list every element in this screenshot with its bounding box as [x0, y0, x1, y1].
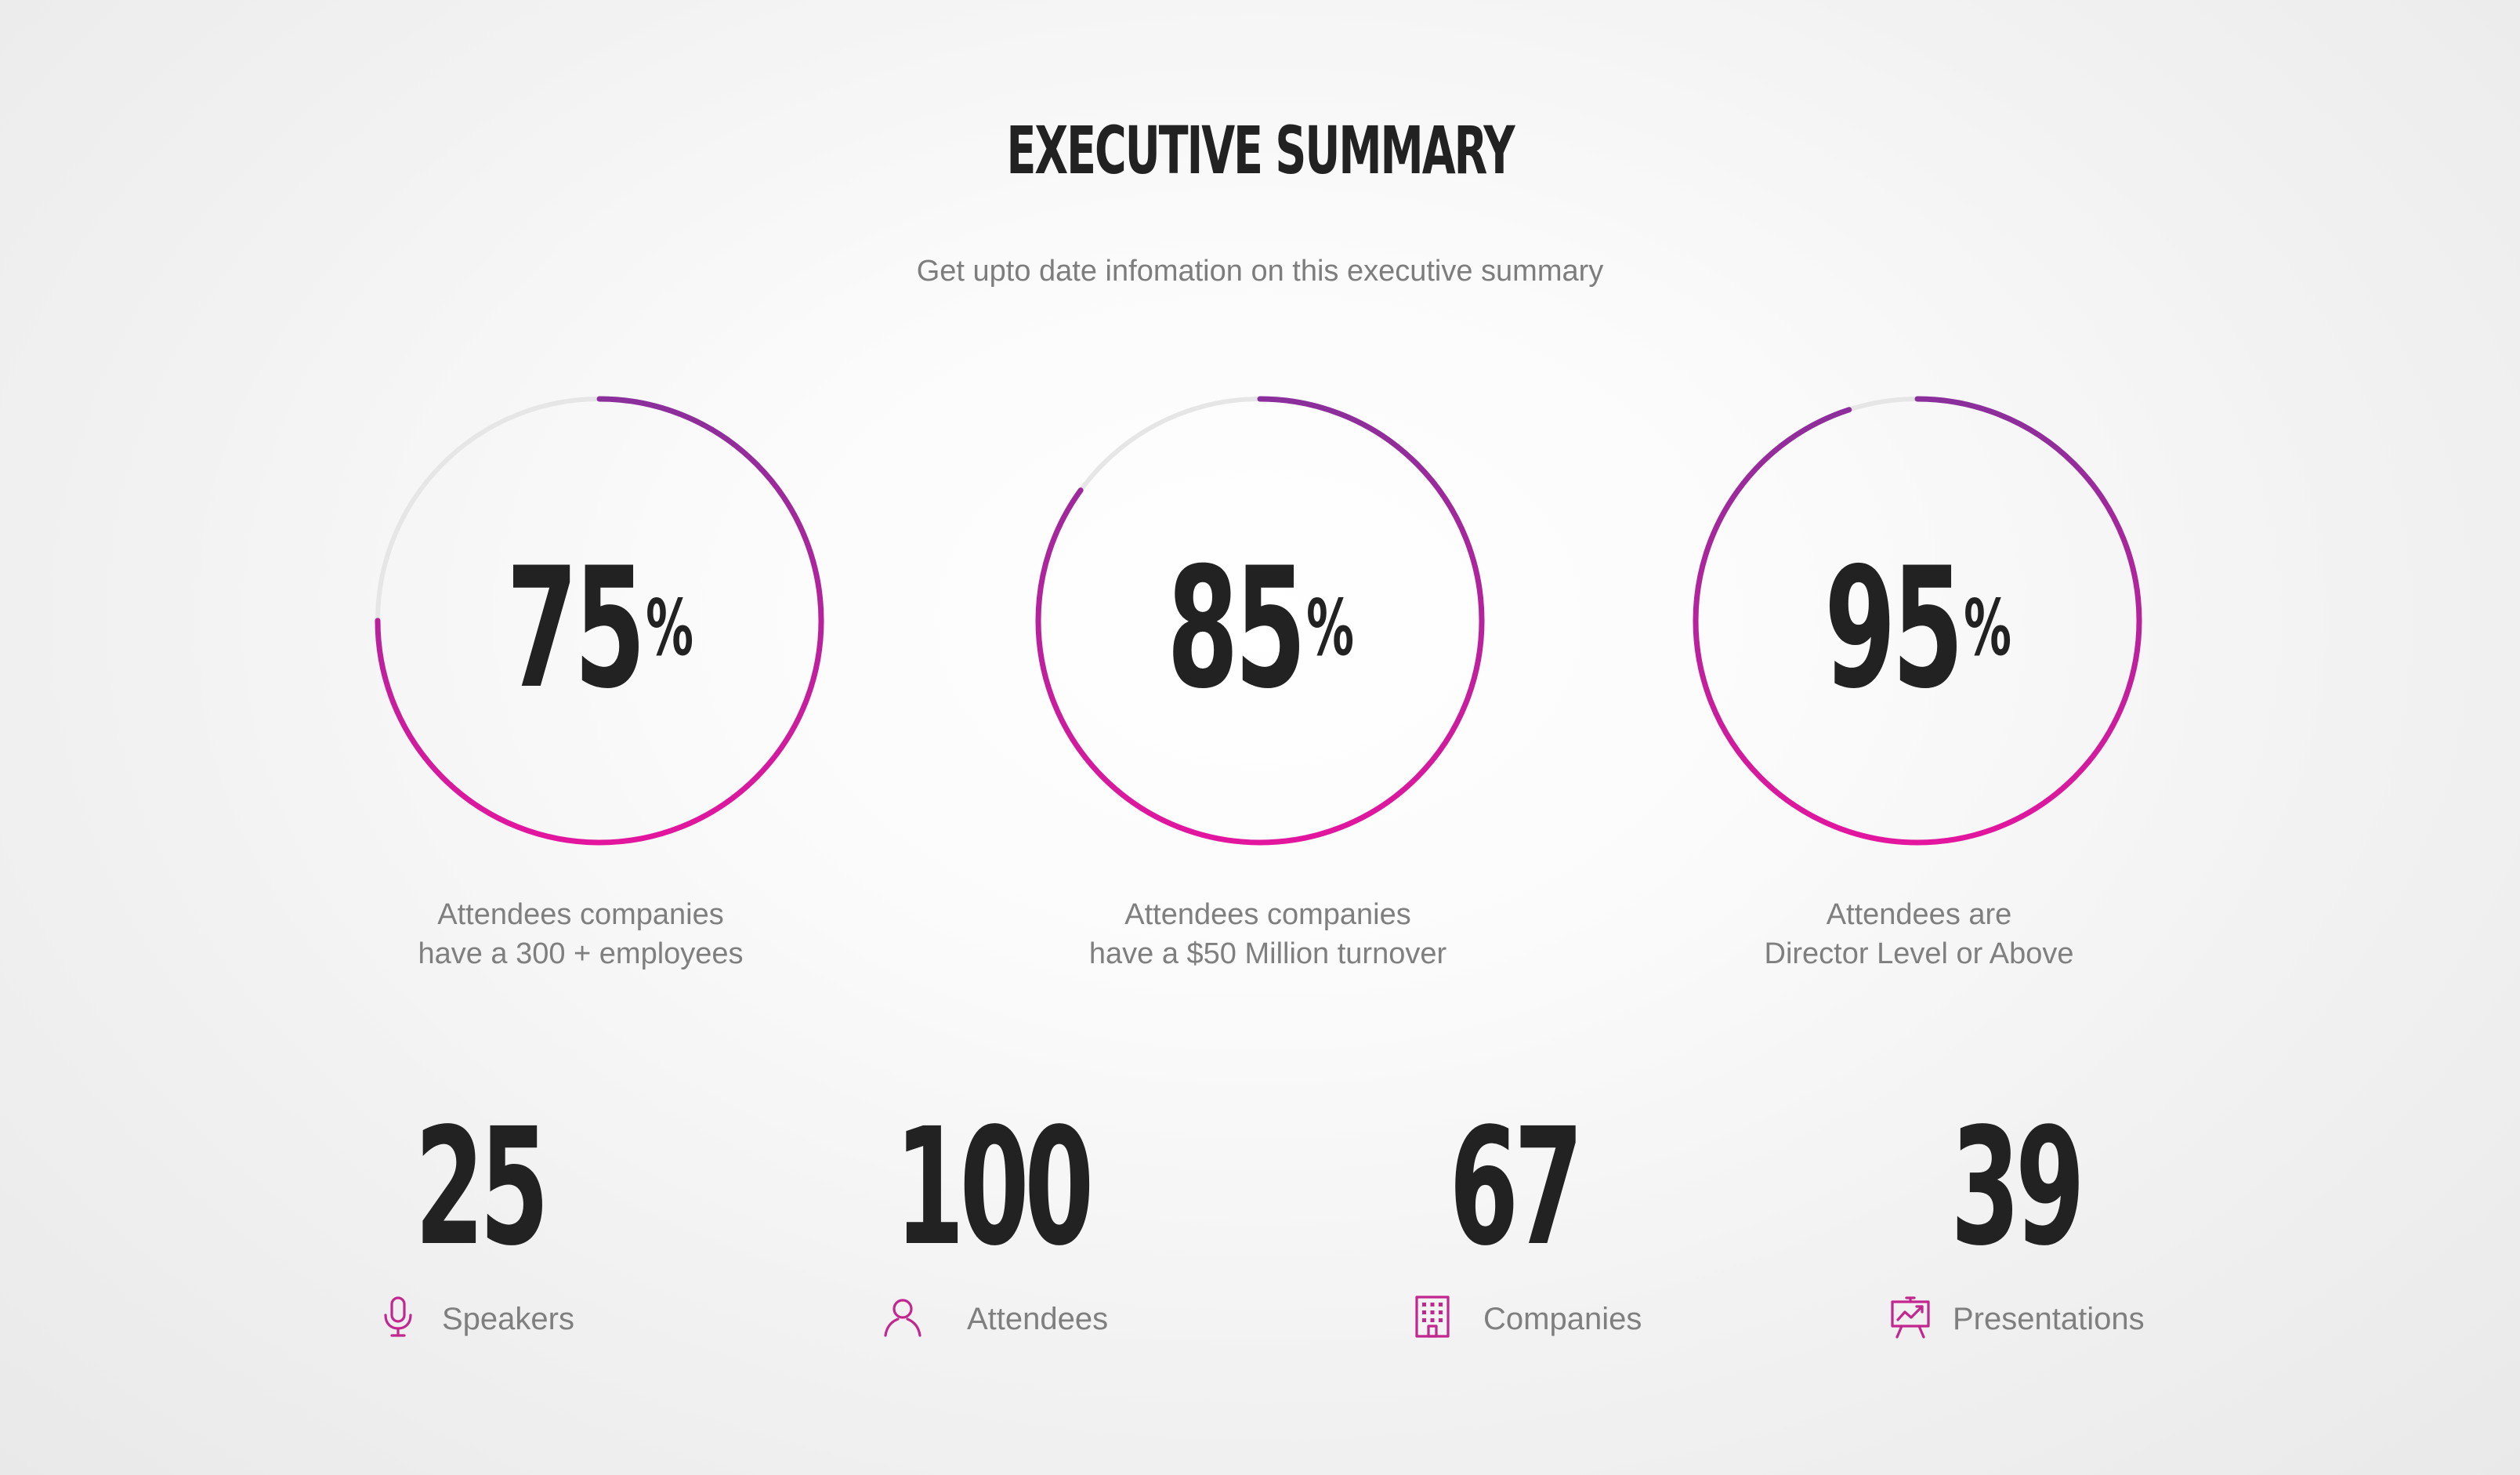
ring-progress-arc [375, 396, 824, 846]
page-title: EXECUTIVE SUMMARY [1006, 112, 1515, 189]
stat-speakers-count: 25 [415, 1093, 549, 1281]
caption-line-1: Attendees companies [437, 898, 724, 931]
progress-ring-graphic [1693, 396, 2142, 846]
page-subtitle: Get upto date infomation on this executi… [916, 255, 1604, 288]
ring-value: 95% [1774, 527, 2061, 715]
ring-percent-sign: % [1964, 584, 2011, 673]
ring-value: 85% [1117, 527, 1403, 715]
caption-line-1: Attendees companies [1124, 898, 1411, 931]
ring-percent-number: 95 [1824, 531, 1964, 725]
progress-ring-graphic [375, 396, 824, 846]
stat-presentations-label: Presentations [1953, 1302, 2145, 1336]
ring-percent-sign: % [1306, 584, 1354, 673]
stat-companies-count: 67 [1449, 1093, 1584, 1281]
presentation-board-icon [1888, 1295, 1932, 1339]
ring-caption-turnover: Attendees companies have a $50 Million t… [994, 895, 1542, 973]
progress-ring-employees: 75% [368, 390, 831, 852]
stat-attendees-label: Attendees [967, 1302, 1109, 1336]
stat-presentations-count: 39 [1950, 1093, 2085, 1281]
ring-percent-number: 75 [506, 531, 646, 725]
ring-caption-director-level: Attendees are Director Level or Above [1645, 895, 2193, 973]
ring-value: 75% [456, 527, 743, 715]
user-icon [881, 1295, 925, 1339]
progress-ring-director-level: 95% [1686, 390, 2149, 852]
caption-line-2: have a 300 + employees [418, 937, 744, 970]
building-icon [1410, 1295, 1454, 1339]
stat-attendees-count: 100 [895, 1093, 1094, 1281]
caption-line-1: Attendees are [1826, 898, 2012, 931]
ring-percent-sign: % [646, 584, 693, 673]
stat-companies-label: Companies [1483, 1302, 1642, 1336]
microphone-icon [376, 1295, 420, 1339]
caption-line-2: Director Level or Above [1764, 937, 2074, 970]
stat-speakers-label: Speakers [442, 1302, 574, 1336]
progress-ring-graphic [1035, 396, 1485, 846]
ring-caption-employees: Attendees companies have a 300 + employe… [306, 895, 855, 973]
ring-progress-arc [1693, 396, 2142, 846]
ring-percent-number: 85 [1167, 531, 1306, 725]
ring-progress-arc [1035, 396, 1485, 846]
caption-line-2: have a $50 Million turnover [1088, 937, 1447, 970]
progress-ring-turnover: 85% [1029, 390, 1491, 852]
